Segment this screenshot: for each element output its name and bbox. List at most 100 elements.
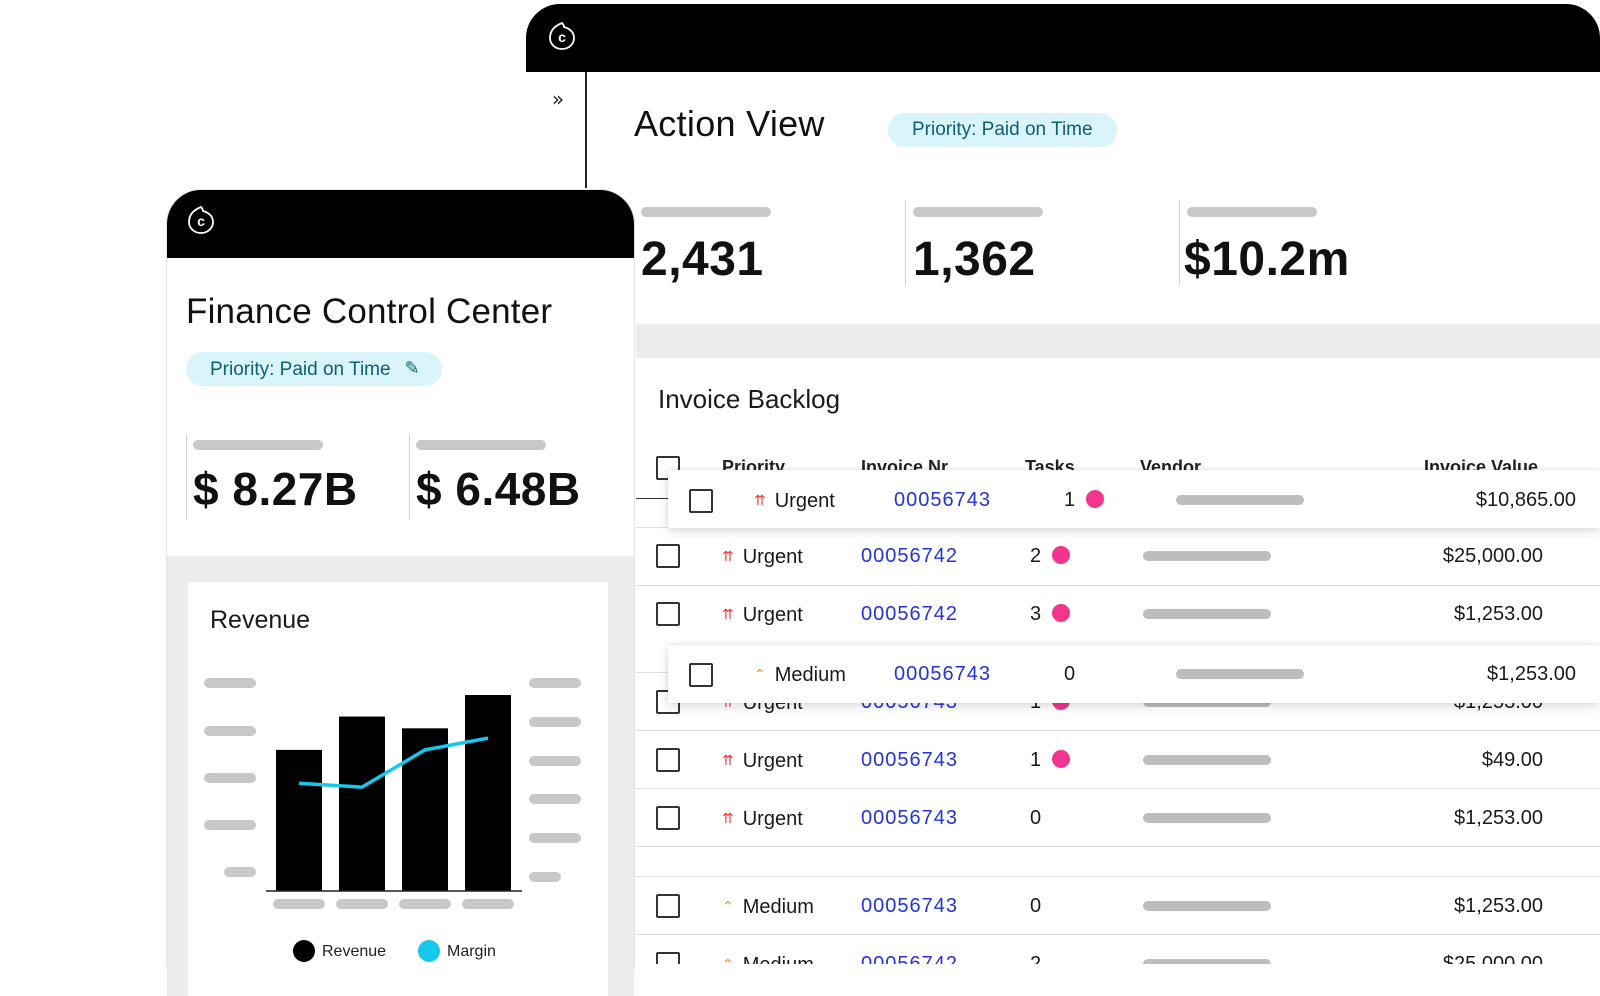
task-alert-dot [1086, 490, 1104, 508]
invoice-value: $49.00 [1481, 749, 1543, 771]
window-bottom-fade [636, 964, 1600, 996]
urgent-priority-icon: ⇈ [754, 493, 766, 509]
revenue-chart [204, 678, 581, 909]
row-checkbox[interactable] [656, 806, 680, 830]
revenue-bar [465, 695, 511, 891]
x-tick-label-placeholder [462, 899, 514, 909]
row-divider [636, 788, 1600, 789]
invoice-link[interactable]: 00056743 [861, 749, 958, 771]
row-divider [636, 730, 1600, 731]
task-count: 0 [1030, 895, 1042, 917]
y2-tick-label-placeholder [529, 678, 581, 688]
row-checkbox[interactable] [656, 748, 680, 772]
task-alert-dot [1052, 546, 1070, 564]
legend-item-margin: Margin [418, 940, 496, 962]
page-title: Finance Control Center [186, 292, 553, 331]
row-divider [636, 934, 1600, 935]
stat-label-placeholder [193, 440, 323, 450]
medium-priority-icon: ⌃ [722, 899, 734, 915]
vendor-placeholder [1176, 495, 1304, 505]
top-bar: c [526, 4, 1600, 72]
x-tick-label-placeholder [399, 899, 451, 909]
stat-divider [409, 434, 410, 520]
revenue-card [188, 582, 608, 996]
y-tick-label-placeholder [204, 726, 256, 736]
stat-label-placeholder [913, 207, 1043, 217]
stat-divider [186, 434, 187, 520]
expand-sidebar-icon[interactable]: » [551, 87, 565, 111]
row-checkbox[interactable] [689, 663, 713, 687]
row-checkbox[interactable] [689, 489, 713, 513]
invoice-link[interactable]: 00056743 [861, 807, 958, 829]
stat-value: 1,362 [913, 233, 1036, 286]
y2-tick-label-placeholder [529, 794, 581, 804]
drag-connector [636, 498, 670, 499]
revenue-legend-swatch [293, 940, 315, 962]
priority-cell: ⇈ Urgent [722, 750, 803, 772]
vendor-placeholder [1143, 901, 1271, 911]
invoice-link[interactable]: 00056742 [861, 545, 958, 567]
priority-cell: ⇈ Urgent [722, 808, 803, 830]
vendor-placeholder [1143, 813, 1271, 823]
task-count: 2 [1030, 953, 1042, 964]
revenue-bar [402, 728, 448, 891]
svg-text:c: c [197, 213, 205, 229]
x-tick-label-placeholder [273, 899, 325, 909]
row-checkbox[interactable] [656, 952, 680, 964]
priority-pill[interactable]: Priority: Paid on Time ✎ [186, 352, 442, 386]
invoice-link[interactable]: 00056742 [861, 953, 958, 964]
column-header-priority[interactable]: Priority [722, 457, 786, 470]
stat-divider [1179, 200, 1180, 286]
vendor-placeholder [1143, 609, 1271, 619]
y-tick-label-placeholder [224, 867, 256, 877]
row-divider [636, 585, 1600, 586]
column-header-invoice[interactable]: Invoice Nr [861, 457, 949, 470]
medium-priority-icon: ⌃ [722, 957, 734, 964]
stat-label-placeholder [416, 440, 546, 450]
invoice-value: $1,253.00 [1454, 895, 1543, 917]
y-tick-label-placeholder [204, 773, 256, 783]
floating-table-row[interactable]: ⌃ Medium 00056743 0 $1,253.00 [668, 645, 1600, 703]
table-row-partial: ⌃Medium 00056742 2 $25,000.00 [636, 952, 1600, 964]
y2-tick-label-placeholder [529, 756, 581, 766]
task-alert-dot [1052, 604, 1070, 622]
invoice-value: $25,000.00 [1442, 953, 1543, 964]
priority-pill[interactable]: Priority: Paid on Time [888, 113, 1117, 147]
invoice-link[interactable]: 00056742 [861, 603, 958, 625]
vendor-placeholder [1143, 755, 1271, 765]
stat-value: $ 8.27B [193, 463, 358, 515]
column-header-invoice-value[interactable]: Invoice Value [1424, 457, 1539, 470]
priority-cell: ⌃Medium [722, 896, 814, 918]
margin-legend-swatch [418, 940, 440, 962]
column-header-vendor[interactable]: Vendor [1140, 457, 1202, 470]
invoice-link[interactable]: 00056743 [894, 663, 991, 685]
floating-table-row[interactable]: ⇈ Urgent 00056743 1 $10,865.00 [668, 470, 1600, 528]
chart-title: Revenue [210, 606, 311, 634]
vendor-placeholder [1143, 551, 1271, 561]
priority-cell: ⇈ Urgent [722, 546, 803, 568]
y2-tick-label-placeholder [529, 717, 581, 727]
invoice-link[interactable]: 00056743 [861, 895, 958, 917]
revenue-bar [339, 716, 385, 891]
row-checkbox[interactable] [656, 544, 680, 568]
medium-priority-icon: ⌃ [754, 667, 766, 683]
invoice-value: $1,253.00 [1454, 603, 1543, 625]
sidebar-divider [585, 72, 587, 188]
column-header-tasks[interactable]: Tasks [1025, 457, 1075, 470]
row-checkbox[interactable] [656, 602, 680, 626]
urgent-priority-icon: ⇈ [722, 549, 734, 565]
vendor-placeholder [1143, 959, 1271, 964]
invoice-value: $1,253.00 [1487, 663, 1576, 685]
row-checkbox[interactable] [656, 894, 680, 918]
invoice-value: $10,865.00 [1475, 489, 1576, 511]
revenue-bar [276, 749, 322, 891]
stat-divider [905, 200, 906, 286]
app-logo-icon[interactable]: c [185, 204, 217, 236]
app-logo-icon[interactable]: c [546, 20, 578, 52]
invoice-link[interactable]: 00056743 [894, 489, 991, 511]
invoice-value: $1,253.00 [1454, 807, 1543, 829]
stat-value: $10.2m [1184, 233, 1350, 286]
priority-cell: ⇈ Urgent [722, 604, 803, 626]
backlog-title: Invoice Backlog [658, 384, 841, 414]
edit-pencil-icon[interactable]: ✎ [404, 358, 420, 379]
